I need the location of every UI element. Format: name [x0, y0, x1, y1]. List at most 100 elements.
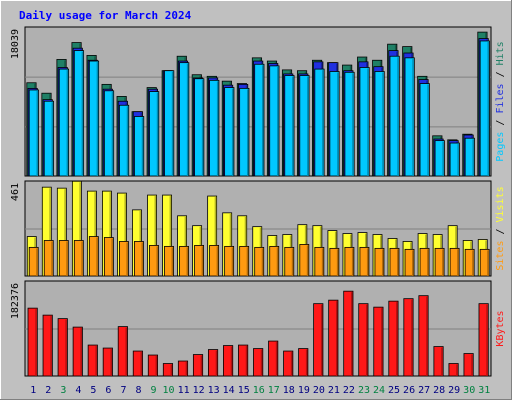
bar-sites-day-18 [284, 246, 295, 277]
legend-entry-visits: Visits [495, 186, 506, 222]
bar-sites-day-28 [434, 247, 445, 277]
bar-kbytes-day-27 [418, 295, 429, 377]
bar-kbytes-day-3 [57, 318, 68, 377]
bar-kbytes-day-6 [102, 347, 113, 377]
bar-kbytes-day-12 [192, 354, 204, 377]
day-label-4: 4 [75, 385, 81, 396]
legend-entry-pages: Pages [495, 132, 506, 162]
bar-kbytes-day-13 [207, 349, 219, 377]
bar-pages-day-12 [194, 78, 205, 177]
bar-kbytes-day-22 [343, 290, 354, 377]
bar-kbytes-day-26 [403, 298, 414, 377]
panel-visits-sites: 461 Sites / Visits [10, 180, 506, 277]
day-label-30: 30 [463, 385, 475, 396]
day-label-29: 29 [448, 385, 460, 396]
day-label-9: 9 [151, 385, 157, 396]
legend-entry-kbytes: KBytes [495, 310, 506, 346]
bar-sites-day-3 [58, 240, 69, 277]
bar-kbytes-day-15 [238, 344, 249, 377]
legend-text: KBytes [495, 310, 506, 346]
day-label-13: 13 [208, 385, 220, 396]
day-label-27: 27 [418, 385, 430, 396]
bar-pages-day-7 [119, 104, 130, 177]
bar-sites-day-15 [239, 245, 250, 277]
bar-sites-day-9 [149, 245, 159, 277]
day-label-2: 2 [45, 385, 51, 396]
bar-pages-day-6 [103, 90, 115, 177]
legend: Sites / Visits [495, 186, 506, 270]
bar-sites-day-24 [374, 247, 385, 277]
bar-sites-day-2 [43, 240, 54, 277]
day-label-26: 26 [403, 385, 415, 396]
bars [27, 290, 489, 377]
day-label-14: 14 [223, 385, 235, 396]
day-label-15: 15 [238, 385, 250, 396]
day-label-16: 16 [253, 385, 265, 396]
bar-sites-day-17 [269, 245, 280, 277]
bar-pages-day-31 [479, 40, 490, 177]
legend-entry-files: Files [495, 83, 506, 113]
bar-sites-day-20 [314, 246, 325, 277]
day-label-31: 31 [478, 385, 490, 396]
bar-sites-day-25 [389, 247, 400, 277]
day-label-12: 12 [193, 385, 205, 396]
bar-kbytes-day-23 [358, 303, 369, 377]
panels: 18039 Pages / Files / Hits 461 Sites / Visi… [10, 26, 506, 377]
bar-sites-day-26 [404, 248, 415, 277]
day-label-18: 18 [283, 385, 295, 396]
day-label-11: 11 [178, 385, 190, 396]
bar-sites-day-30 [464, 248, 475, 277]
bar-kbytes-day-31 [478, 303, 489, 377]
bar-pages-day-21 [329, 71, 340, 177]
bar-pages-day-25 [389, 55, 400, 177]
y-max-label: 461 [10, 183, 21, 201]
bar-pages-day-18 [284, 75, 295, 177]
bar-pages-day-23 [359, 67, 370, 177]
chart-title: Daily usage for March 2024 [19, 9, 192, 22]
bar-sites-day-6 [103, 237, 114, 277]
day-label-19: 19 [298, 385, 310, 396]
bar-kbytes-day-30 [463, 353, 474, 377]
legend-text: Sites / Visits [495, 186, 506, 270]
bar-sites-day-31 [479, 248, 490, 277]
bar-kbytes-day-16 [253, 348, 264, 377]
bar-kbytes-day-28 [433, 346, 444, 377]
bar-pages-day-10 [164, 70, 175, 177]
legend-text: Pages / Files / Hits [495, 41, 506, 161]
bar-kbytes-day-1 [27, 307, 38, 377]
y-max-label: 18039 [10, 29, 21, 59]
bar-kbytes-day-19 [298, 348, 309, 377]
bar-sites-day-22 [344, 246, 355, 277]
y-max-label: 182376 [10, 283, 21, 319]
bar-pages-day-9 [149, 91, 160, 177]
bars [26, 180, 490, 277]
bar-kbytes-day-2 [42, 314, 53, 377]
bar-sites-day-19 [299, 244, 310, 277]
bar-pages-day-24 [374, 71, 385, 177]
day-label-21: 21 [328, 385, 340, 396]
bar-kbytes-day-20 [313, 303, 324, 377]
legend-separator: / [495, 222, 506, 240]
legend-entry-hits: Hits [495, 41, 506, 65]
bar-sites-day-7 [119, 241, 129, 277]
bar-sites-day-11 [179, 245, 189, 277]
bars [26, 31, 490, 177]
day-label-8: 8 [135, 385, 141, 396]
day-label-3: 3 [60, 385, 66, 396]
bar-kbytes-day-5 [87, 344, 98, 377]
bar-pages-day-4 [73, 50, 85, 177]
bar-sites-day-29 [449, 247, 460, 277]
bar-kbytes-day-10 [162, 363, 174, 377]
bar-kbytes-day-24 [373, 306, 384, 377]
bar-pages-day-22 [344, 71, 355, 177]
legend: Pages / Files / Hits [495, 41, 506, 161]
day-labels: 1 2 3 4 5 6 7 8 9 10 11 12 13 14 15 16 17 18 19 20 21 22 23 24 2… [30, 385, 490, 396]
bar-pages-day-8 [134, 116, 145, 177]
bar-pages-day-13 [209, 79, 220, 177]
day-label-28: 28 [433, 385, 445, 396]
bar-kbytes-day-18 [283, 350, 294, 377]
bar-kbytes-day-29 [448, 363, 459, 377]
bar-sites-day-16 [254, 246, 265, 277]
bar-sites-day-10 [164, 245, 174, 277]
